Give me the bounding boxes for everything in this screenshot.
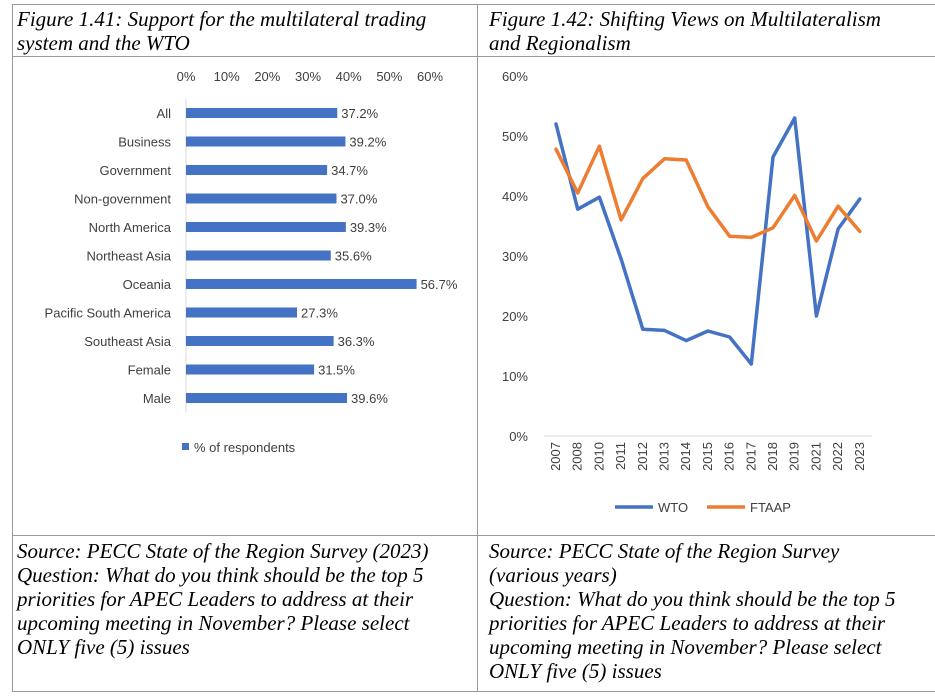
data-label: 34.7% (331, 163, 368, 178)
source-divider (12, 535, 935, 536)
y-tick-label: 50% (502, 129, 528, 144)
line-chart: 0% 10% 20% 30% 40% 50% 60% 2007 2008 2010 2011 2012… (502, 69, 872, 515)
x-tick-label: 20% (254, 69, 280, 84)
x-tick-label: 2019 (787, 442, 802, 471)
x-tick-label: 2021 (808, 442, 823, 471)
bar (186, 364, 315, 375)
x-tick-label: 2013 (657, 442, 672, 471)
left-source-line: Source: PECC State of the Region Survey … (17, 539, 429, 563)
bar (186, 136, 346, 147)
bar-chart: 0% 10% 20% 30% 40% 50% 60% All 37.2% Business 39.2… (45, 69, 458, 455)
category-label: Non-government (74, 192, 171, 207)
x-tick-label: 2014 (678, 442, 693, 471)
right-source-line: Question: What do you think should be th… (489, 587, 896, 611)
category-label: Northeast Asia (86, 249, 171, 264)
category-label: North America (89, 220, 172, 235)
data-label: 39.3% (350, 220, 387, 235)
bar (186, 165, 328, 175)
category-label: Male (143, 391, 171, 406)
data-label: 39.6% (351, 391, 388, 406)
data-label: 35.6% (335, 249, 372, 264)
right-caption-line: Figure 1.42: Shifting Views on Multilate… (489, 7, 881, 31)
data-label: 39.2% (349, 135, 386, 150)
x-tick-label: 2008 (570, 442, 585, 471)
x-tick-label: 50% (376, 69, 402, 84)
data-label: 31.5% (318, 363, 355, 378)
x-tick-label: 2016 (722, 442, 737, 471)
x-tick-label: 60% (417, 69, 443, 84)
y-tick-label: 20% (502, 309, 528, 324)
category-label: Government (99, 163, 171, 178)
x-tick-label: 2018 (765, 442, 780, 471)
right-caption: Figure 1.42: Shifting Views on Multilate… (489, 7, 934, 55)
right-source-line: ONLY five (5) issues (489, 659, 662, 683)
data-label: 56.7% (421, 277, 458, 292)
x-tick-label: 0% (177, 69, 196, 84)
category-label: Business (118, 135, 171, 150)
bar (186, 307, 298, 318)
bar (186, 279, 417, 289)
bar (186, 108, 338, 118)
category-label: Southeast Asia (84, 334, 171, 349)
data-label: 37.2% (341, 106, 378, 121)
x-tick-label: 40% (336, 69, 362, 84)
column-divider (477, 4, 478, 692)
left-source-line: priorities for APEC Leaders to address a… (17, 587, 414, 611)
left-caption-line: Figure 1.41: Support for the multilatera… (17, 7, 427, 31)
category-label: Pacific South America (45, 306, 172, 321)
x-tick-label: 10% (214, 69, 240, 84)
right-source-line: upcoming meeting in November? Please sel… (489, 635, 882, 659)
right-caption-line: and Regionalism (489, 31, 631, 55)
y-tick-label: 10% (502, 369, 528, 384)
x-tick-label: 2015 (700, 442, 715, 471)
legend-swatch (182, 443, 189, 450)
x-tick-label: 2023 (852, 442, 867, 471)
left-source-line: Question: What do you think should be th… (17, 563, 424, 587)
category-label: Female (128, 363, 171, 378)
x-tick-label: 30% (295, 69, 321, 84)
right-source-line: Source: PECC State of the Region Survey (489, 539, 840, 563)
bar (186, 336, 334, 346)
left-source-line: ONLY five (5) issues (17, 635, 190, 659)
category-label: All (157, 106, 172, 121)
right-source: Source: PECC State of the Region Survey … (489, 539, 896, 683)
bar (186, 250, 331, 261)
x-tick-label: 2010 (591, 442, 606, 471)
caption-divider (12, 56, 935, 57)
x-tick-label: 2007 (548, 442, 563, 471)
x-tick-label: 2011 (613, 442, 628, 470)
legend-label: WTO (658, 500, 688, 515)
y-tick-label: 60% (502, 69, 528, 84)
legend-label: FTAAP (750, 500, 791, 515)
x-tick-label: 2022 (830, 442, 845, 471)
bar (186, 393, 348, 403)
right-source-line: priorities for APEC Leaders to address a… (489, 611, 886, 635)
y-tick-label: 0% (509, 429, 528, 444)
y-tick-label: 40% (502, 189, 528, 204)
series-line-ftaap (554, 144, 862, 243)
data-label: 36.3% (338, 334, 375, 349)
figure-table (12, 4, 935, 692)
category-label: Oceania (123, 277, 172, 292)
left-caption: Figure 1.41: Support for the multilatera… (17, 7, 473, 55)
bar (186, 222, 346, 232)
bar (186, 193, 337, 204)
data-label: 27.3% (301, 306, 338, 321)
legend-label: % of respondents (194, 440, 296, 455)
x-tick-label: 2017 (743, 442, 758, 471)
x-tick-label: 2012 (635, 442, 650, 471)
y-tick-label: 30% (502, 249, 528, 264)
left-source: Source: PECC State of the Region Survey … (17, 539, 429, 659)
left-source-line: upcoming meeting in November? Please sel… (17, 611, 410, 635)
series-line-wto (554, 116, 862, 366)
right-source-line: (various years) (489, 563, 617, 587)
left-caption-line: system and the WTO (17, 31, 190, 55)
data-label: 37.0% (340, 192, 377, 207)
